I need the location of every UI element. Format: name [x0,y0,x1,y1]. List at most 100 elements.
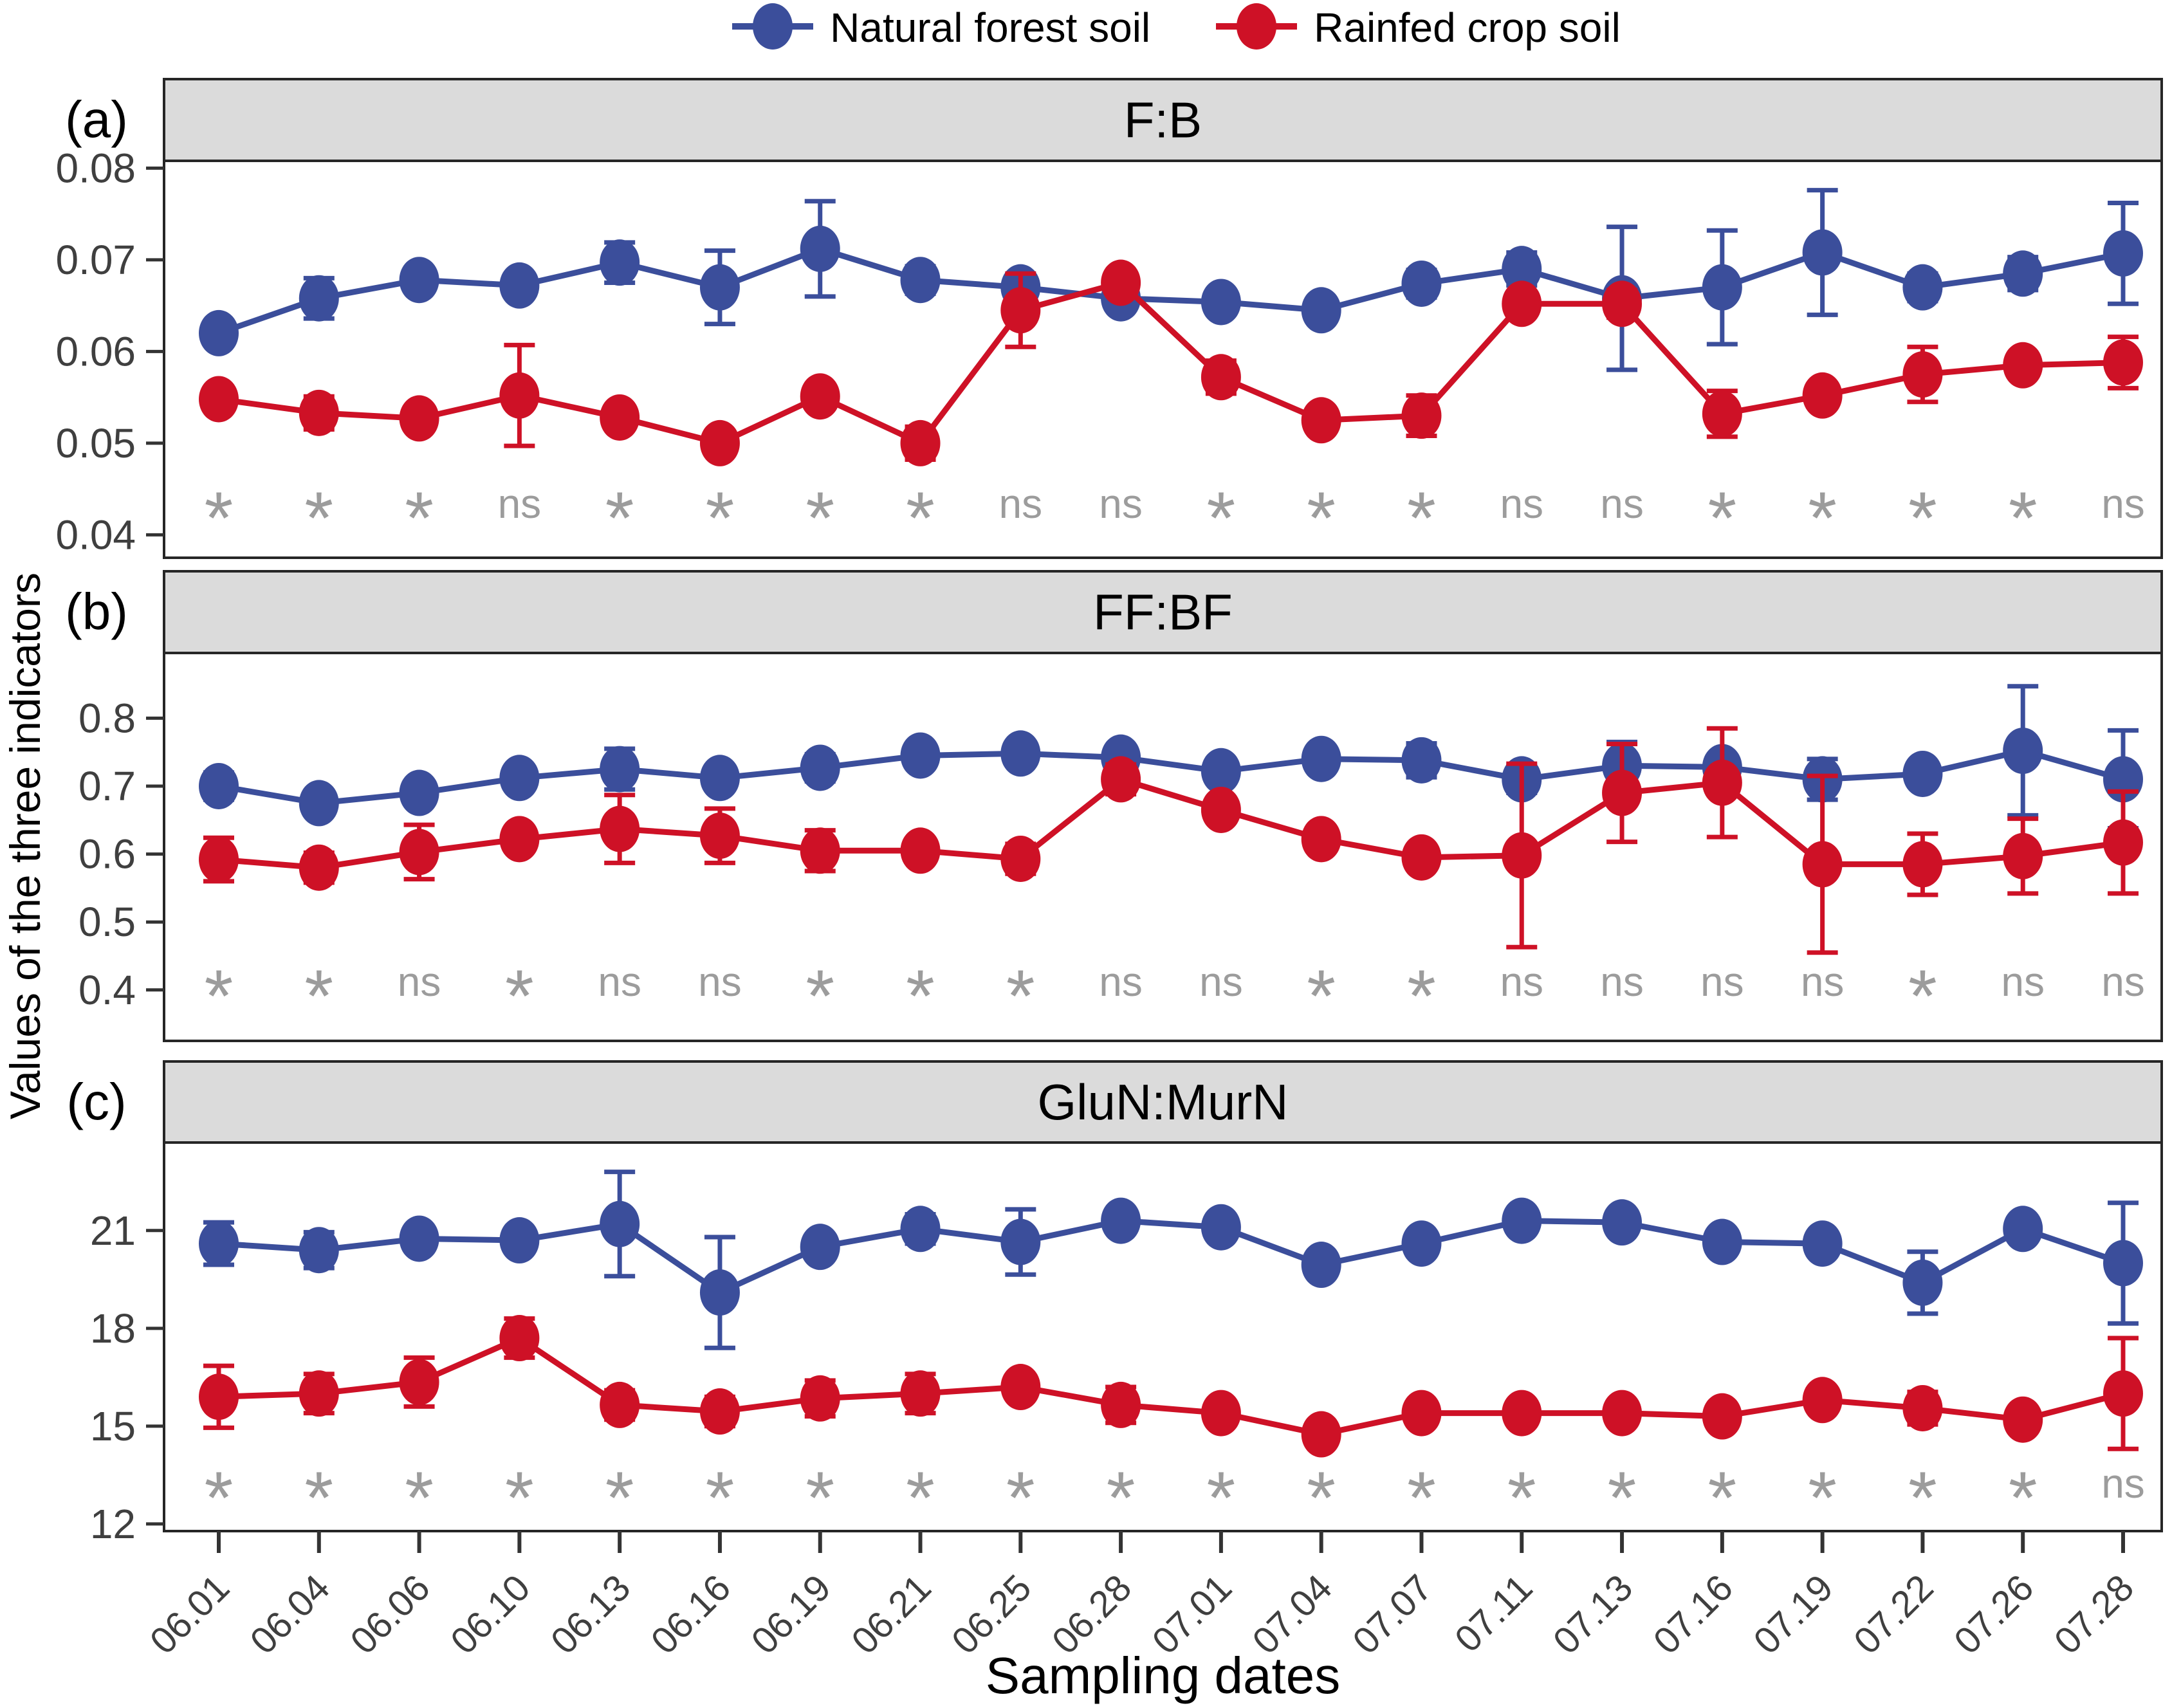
panel-GluN:MurN: GluN:MurN (c) 12 15 18 21 * * * * * * * * * * * * * * * * * * * n… [66,1060,2163,1547]
chart-legend: Natural forest soil Rainfed crop soil [164,0,2181,55]
svg-text:FF:BF: FF:BF [1093,584,1233,641]
svg-text:*: * [205,955,234,1038]
series-forest [199,1170,2143,1350]
svg-text:0.07: 0.07 [55,237,136,283]
svg-text:*: * [605,1457,634,1539]
svg-text:12: 12 [90,1501,136,1547]
svg-text:*: * [505,1457,534,1539]
svg-text:*: * [1006,955,1035,1038]
svg-text:ns: ns [698,959,742,1005]
svg-text:Values of the three indicators: Values of the three indicators [1,573,49,1119]
svg-text:*: * [1207,1457,1236,1539]
svg-text:ns: ns [2101,481,2145,527]
svg-text:ns: ns [1199,959,1243,1005]
svg-text:*: * [405,477,434,560]
svg-text:07.16: 07.16 [1645,1566,1741,1662]
svg-text:*: * [1908,955,1937,1038]
svg-text:21: 21 [90,1208,136,1254]
svg-text:*: * [706,477,735,560]
svg-text:0.05: 0.05 [55,420,136,466]
svg-text:*: * [1407,1457,1436,1539]
svg-text:Sampling dates: Sampling dates [986,1647,1340,1704]
x-axis: 06.01 06.04 06.06 06.10 06.13 06.16 06.19 06.21… [142,1531,2142,1662]
svg-text:06.01: 06.01 [142,1566,238,1662]
svg-text:0.6: 0.6 [78,831,136,877]
svg-text:*: * [505,955,534,1038]
svg-text:ns: ns [1700,959,1744,1005]
svg-text:*: * [906,955,935,1038]
svg-text:06.21: 06.21 [843,1566,939,1662]
svg-text:*: * [1107,1457,1136,1539]
svg-text:18: 18 [90,1305,136,1352]
svg-text:*: * [1507,1457,1536,1539]
svg-text:*: * [1307,1457,1336,1539]
svg-text:ns: ns [1600,959,1644,1005]
svg-text:ns: ns [1099,481,1143,527]
svg-text:0.06: 0.06 [55,328,136,374]
svg-text:*: * [605,477,634,560]
svg-text:06.16: 06.16 [643,1566,739,1662]
svg-text:ns: ns [1600,481,1644,527]
panel-F:B: F:B (a) 0.04 0.05 0.06 0.07 0.08 * * * ns * * * * ns ns *… [55,78,2163,560]
errorbar-point-icon [1208,0,1305,57]
svg-text:*: * [1207,477,1236,560]
svg-text:*: * [405,1457,434,1539]
svg-text:*: * [2009,477,2038,560]
svg-text:06.06: 06.06 [342,1566,438,1662]
svg-text:ns: ns [1801,959,1845,1005]
svg-text:ns: ns [2101,1460,2145,1507]
svg-text:06.19: 06.19 [743,1566,839,1662]
svg-text:(a): (a) [65,91,128,148]
svg-text:07.22: 07.22 [1846,1566,1942,1662]
svg-text:ns: ns [498,481,542,527]
svg-text:07.28: 07.28 [2047,1566,2142,1662]
legend-item-natural-forest-soil: Natural forest soil [724,0,1150,57]
svg-text:*: * [706,1457,735,1539]
svg-text:*: * [1808,477,1837,560]
svg-text:ns: ns [398,959,441,1005]
series-crop [199,726,2143,955]
panel-FF:BF: FF:BF (b) 0.4 0.5 0.6 0.7 0.8 * * ns * ns ns * * * ns ns *… [65,570,2163,1042]
svg-text:*: * [1407,477,1436,560]
svg-text:*: * [2009,1457,2038,1539]
svg-text:0.7: 0.7 [78,763,136,809]
svg-text:*: * [1307,955,1336,1038]
svg-text:*: * [304,477,333,560]
svg-text:(b): (b) [65,583,128,640]
svg-text:0.5: 0.5 [78,899,136,945]
svg-text:ns: ns [1500,481,1543,527]
svg-text:*: * [1006,1457,1035,1539]
svg-text:0.8: 0.8 [78,695,136,741]
legend-label: Natural forest soil [830,5,1151,51]
svg-text:*: * [1808,1457,1837,1539]
svg-text:07.13: 07.13 [1545,1566,1641,1662]
svg-text:ns: ns [598,959,641,1005]
svg-text:*: * [1908,477,1937,560]
svg-text:ns: ns [999,481,1043,527]
svg-text:*: * [1608,1457,1637,1539]
svg-text:*: * [205,477,234,560]
svg-text:ns: ns [1500,959,1543,1005]
svg-text:07.26: 07.26 [1946,1566,2042,1662]
svg-text:*: * [304,955,333,1038]
svg-text:0.4: 0.4 [78,967,136,1013]
svg-text:*: * [1707,1457,1736,1539]
svg-text:*: * [805,955,834,1038]
series-crop [199,259,2143,466]
svg-text:07.19: 07.19 [1745,1566,1841,1662]
svg-text:*: * [805,477,834,560]
svg-text:*: * [1908,1457,1937,1539]
svg-text:*: * [906,477,935,560]
svg-text:*: * [1307,477,1336,560]
svg-text:F:B: F:B [1124,92,1202,149]
svg-text:(c): (c) [66,1073,126,1130]
legend-item-rainfed-crop-soil: Rainfed crop soil [1208,0,1621,57]
svg-text:*: * [906,1457,935,1539]
svg-text:ns: ns [2001,959,2045,1005]
svg-text:ns: ns [1099,959,1143,1005]
svg-text:15: 15 [90,1403,136,1449]
svg-text:07.11: 07.11 [1447,1566,1541,1660]
svg-text:06.04: 06.04 [242,1566,338,1662]
